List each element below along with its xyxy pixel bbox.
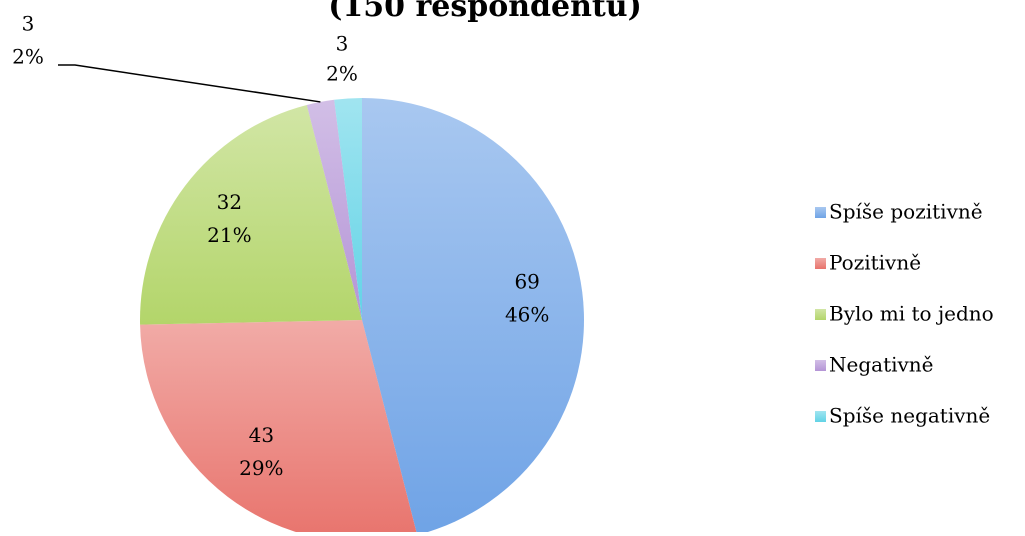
pie-slice [306, 99, 362, 320]
percent-label: 21% [207, 223, 251, 247]
legend-label: Pozitivně [829, 251, 921, 275]
leader-line [58, 64, 321, 103]
pie-slice [334, 98, 362, 320]
data-label: 3 [336, 32, 349, 56]
legend-label: Spíše negativně [829, 404, 990, 428]
data-label: 43 [249, 423, 274, 447]
percent-label: 46% [505, 303, 549, 327]
pie-slice [140, 104, 362, 325]
legend-label: Negativně [829, 353, 934, 377]
legend-label: Spíše pozitivně [829, 200, 983, 224]
pie-slice [140, 320, 418, 536]
legend-swatch [815, 258, 826, 269]
legend-swatch [815, 411, 826, 422]
legend-label: Bylo mi to jedno [829, 302, 994, 326]
percent-label: 29% [239, 456, 283, 480]
legend-swatch [815, 360, 826, 371]
pie-slice [362, 98, 585, 536]
legend-swatch [815, 207, 826, 218]
legend-swatch [815, 309, 826, 320]
chart-title: (150 respondentů) [328, 0, 642, 24]
data-label: 69 [514, 270, 539, 294]
data-label: 3 [22, 12, 35, 36]
data-label: 32 [217, 190, 242, 214]
percent-label: 2% [326, 62, 358, 86]
percent-label: 2% [12, 45, 44, 69]
